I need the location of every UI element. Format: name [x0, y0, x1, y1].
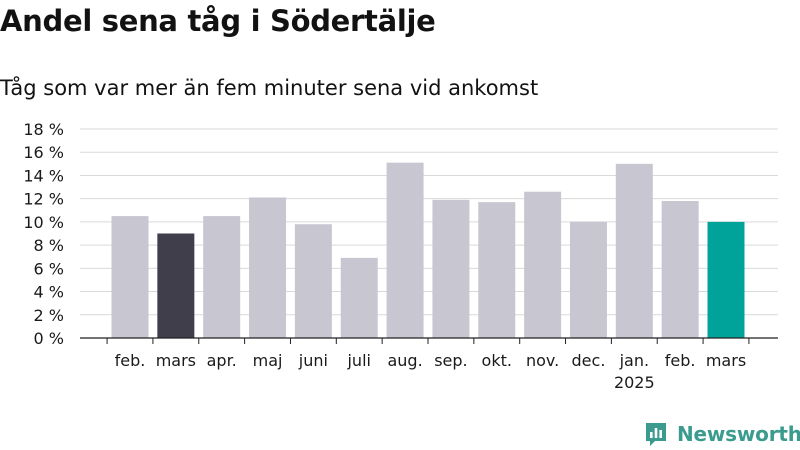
bar	[615, 163, 653, 338]
y-tick-label: 12 %	[23, 190, 64, 209]
y-tick-label: 0 %	[34, 329, 64, 348]
x-tick-label: nov.	[526, 351, 559, 370]
x-tick-label: dec.	[572, 351, 606, 370]
x-tick-label: sep.	[434, 351, 467, 370]
y-tick-label: 14 %	[23, 166, 64, 185]
x-tick-label: aug.	[387, 351, 422, 370]
bar	[661, 200, 699, 338]
y-tick-label: 6 %	[34, 259, 64, 278]
x-tick-label: mars	[706, 351, 746, 370]
y-tick-label: 16 %	[23, 143, 64, 162]
brand-label: Newsworthy	[677, 422, 800, 446]
bar	[478, 202, 516, 338]
bar	[249, 197, 287, 338]
y-tick-label: 8 %	[34, 236, 64, 255]
bar	[524, 191, 562, 338]
bar	[294, 224, 332, 338]
chart-subtitle: Tåg som var mer än fem minuter sena vid …	[0, 76, 539, 100]
newsworthy-logo-icon	[646, 423, 666, 446]
bar	[203, 216, 241, 338]
x-tick-label: okt.	[482, 351, 512, 370]
y-tick-label: 10 %	[23, 213, 64, 232]
chart-title: Andel sena tåg i Södertälje	[0, 4, 436, 38]
x-tick-label: feb.	[665, 351, 696, 370]
bar-chart: 0 % 2 % 4 % 6 % 8 % 10 % 12 % 14 % 16 % 18 % feb. m…	[23, 120, 778, 392]
x-tick-label: feb.	[115, 351, 146, 370]
x-year-label: 2025	[614, 373, 655, 392]
x-tick-label: juli	[346, 351, 370, 370]
bar	[157, 233, 195, 338]
x-tick-label: apr.	[207, 351, 237, 370]
y-tick-label: 2 %	[34, 306, 64, 325]
bar	[340, 257, 378, 338]
bar	[432, 199, 470, 338]
x-tick-label: jan.	[619, 351, 649, 370]
x-tick-label: juni	[298, 351, 328, 370]
x-tick-label: mars	[156, 351, 196, 370]
bar	[111, 216, 149, 338]
newsworthy-brand[interactable]: Newsworthy	[644, 420, 800, 448]
x-tick-label: maj	[253, 351, 283, 370]
y-tick-label: 18 %	[23, 120, 64, 139]
bar	[386, 162, 424, 338]
y-tick-label: 4 %	[34, 283, 64, 302]
bar	[707, 221, 745, 338]
bar	[569, 221, 607, 338]
